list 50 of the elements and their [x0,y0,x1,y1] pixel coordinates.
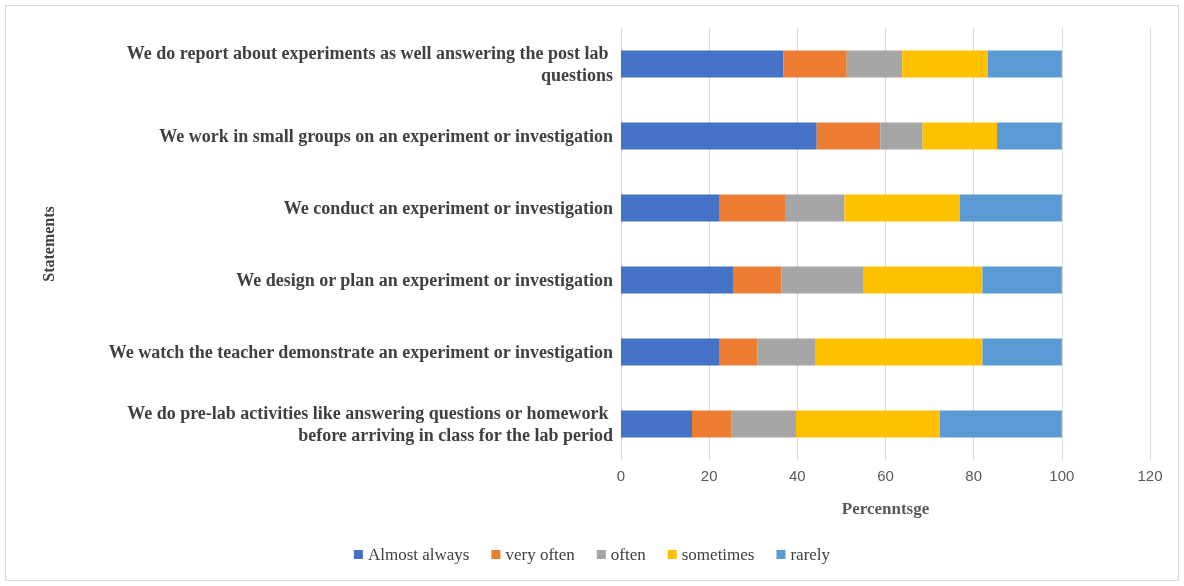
y-tick-label: We work in small groups on an experiment or investigation [159,126,613,146]
bar [816,122,881,150]
x-axis-title: Percenntsge [841,499,930,518]
bar [814,338,983,366]
legend-label: often [610,545,647,564]
bar [987,50,1062,78]
y-tick-label: We watch the teacher demonstrate an experiment or investigation [108,342,613,362]
bar [863,266,983,294]
bar [691,410,732,438]
bar [621,122,817,150]
bar [846,50,903,78]
bar [796,410,940,438]
bar [997,122,1062,150]
bar [880,122,923,150]
y-tick-label: We do pre-lab activities like answering questions or homework before arriving in class for the lab period [127,403,613,445]
bar [621,266,733,294]
bar [960,194,1062,222]
bar [719,194,785,222]
legend-label: rarely [790,545,831,564]
bar [939,410,1062,438]
y-axis-title: Statements [39,206,57,282]
legend-label: Almost always [367,545,470,564]
bar [781,266,864,294]
legend-label: sometimes [681,545,755,564]
bar [982,266,1062,294]
bar [731,410,797,438]
bar [902,50,988,78]
bar [784,194,845,222]
bar [621,50,784,78]
bar [732,266,782,294]
bar [982,338,1062,366]
bar [757,338,815,366]
x-tick-label: 100 [1049,467,1075,484]
x-tick-label: 40 [788,467,806,484]
bar [621,410,692,438]
x-tick-label: 60 [877,467,894,484]
x-tick-label: 120 [1137,467,1163,484]
y-tick-label: We design or plan an experiment or investigation [236,270,613,290]
y-tick-label: We do report about experiments as well answering the post lab questions [126,43,613,85]
bar [621,338,720,366]
y-tick-label: We conduct an experiment or investigation [283,198,613,218]
x-tick-label: 20 [700,467,718,484]
legend-label: very often [505,545,576,564]
bar [922,122,998,150]
bar [621,194,720,222]
bar [844,194,960,222]
bar [719,338,758,366]
x-tick-label: 0 [616,467,626,484]
bar [783,50,847,78]
x-tick-label: 80 [965,467,983,484]
